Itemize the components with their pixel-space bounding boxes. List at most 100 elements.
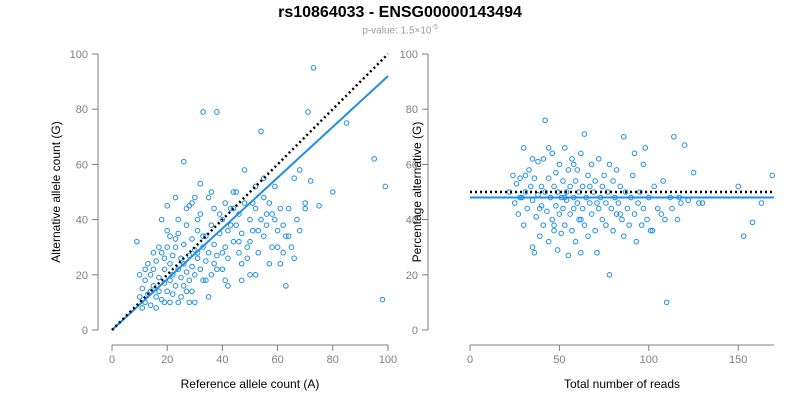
data-point — [252, 272, 259, 278]
data-point — [578, 249, 584, 256]
data-point — [569, 227, 575, 234]
y-tick-label: 40 — [406, 215, 418, 227]
data-point — [180, 260, 187, 267]
data-point — [544, 208, 550, 215]
data-point — [158, 249, 165, 256]
data-point — [266, 260, 273, 267]
x-axis-label: Reference allele count (A) — [181, 377, 320, 391]
data-point — [189, 236, 195, 242]
data-point — [280, 249, 286, 256]
data-point — [549, 150, 556, 157]
data-point — [222, 200, 228, 206]
data-point — [533, 214, 539, 220]
data-point — [567, 211, 573, 217]
x-tick-label: 150 — [729, 354, 747, 366]
data-point — [261, 233, 267, 239]
data-point — [678, 200, 684, 206]
data-point — [599, 183, 606, 190]
data-point — [150, 249, 157, 256]
data-point — [266, 200, 273, 206]
data-point — [585, 172, 591, 179]
data-point — [180, 158, 187, 165]
data-point — [211, 260, 217, 267]
data-point — [561, 145, 568, 151]
data-point — [208, 189, 215, 195]
data-point — [164, 203, 170, 209]
data-point — [200, 109, 206, 115]
y-tick-label: 80 — [406, 104, 418, 116]
data-point — [205, 249, 212, 256]
data-point — [241, 167, 248, 173]
data-point — [644, 216, 650, 223]
data-point — [551, 227, 557, 234]
data-point — [310, 65, 317, 71]
data-point — [640, 205, 647, 212]
data-point — [520, 222, 527, 228]
data-point — [219, 266, 226, 273]
data-point — [222, 277, 228, 284]
data-point — [161, 255, 168, 262]
x-tick-label: 80 — [327, 354, 339, 366]
data-point — [274, 244, 281, 250]
data-point — [606, 161, 613, 168]
data-point — [545, 175, 552, 181]
data-point — [189, 288, 195, 295]
y-tick-label: 20 — [76, 270, 88, 282]
data-point — [536, 205, 543, 212]
chart-title: rs10864033 - ENSG00000143494 — [278, 4, 522, 21]
data-point — [587, 183, 593, 190]
data-point — [690, 169, 697, 176]
data-point — [167, 299, 173, 306]
data-point — [219, 216, 226, 223]
data-point — [178, 274, 184, 281]
data-point — [379, 296, 386, 303]
data-point — [238, 260, 245, 267]
data-point — [236, 249, 242, 256]
data-point — [685, 197, 691, 204]
data-point — [214, 109, 220, 115]
data-point — [142, 266, 148, 273]
data-point — [183, 222, 190, 228]
data-point — [642, 145, 649, 151]
data-point — [629, 172, 636, 179]
data-point — [277, 260, 284, 267]
data-point — [529, 244, 536, 250]
data-point — [567, 183, 573, 190]
data-point — [556, 211, 563, 217]
y-axis-label: Percentage alternative (G) — [410, 122, 424, 263]
data-point — [382, 183, 389, 190]
data-point — [175, 299, 182, 306]
data-point — [244, 255, 251, 262]
data-point — [622, 189, 629, 195]
data-point — [595, 156, 602, 162]
data-point — [560, 205, 566, 212]
data-point — [230, 189, 237, 195]
y-axis-label: Alternative allele count (G) — [49, 121, 63, 262]
data-point — [588, 161, 595, 168]
data-point — [294, 216, 300, 223]
pvalue-base: ×10 — [414, 25, 432, 37]
y-tick-label: 100 — [400, 49, 418, 61]
data-point — [238, 230, 245, 237]
data-point — [520, 145, 527, 151]
data-point — [579, 183, 586, 190]
data-point — [601, 172, 607, 179]
y-tick-label: 0 — [82, 325, 88, 337]
data-point — [172, 244, 179, 250]
data-point — [615, 200, 622, 206]
data-point — [136, 294, 143, 300]
x-tick-label: 100 — [640, 354, 658, 366]
data-point — [169, 272, 176, 278]
data-point — [291, 255, 297, 262]
data-point — [511, 200, 518, 206]
data-point — [613, 211, 620, 217]
data-point — [536, 233, 543, 239]
data-point — [175, 266, 182, 273]
data-point — [214, 252, 220, 259]
data-point — [161, 299, 168, 306]
data-point — [197, 180, 204, 187]
data-point — [280, 222, 286, 228]
data-point — [542, 117, 548, 124]
data-point — [147, 272, 154, 278]
